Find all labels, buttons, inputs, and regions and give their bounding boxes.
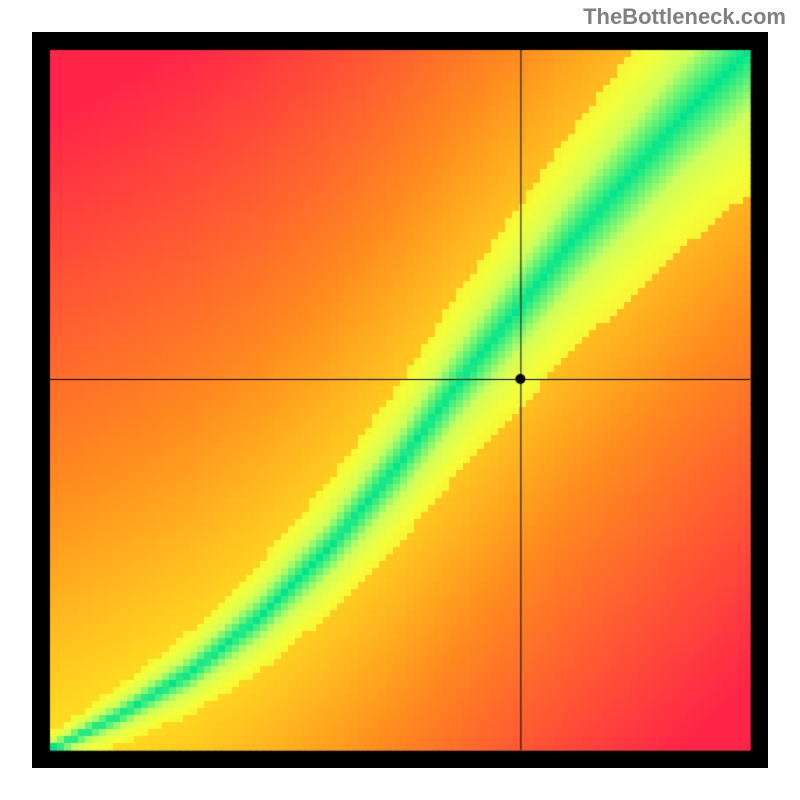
watermark-label: TheBottleneck.com	[583, 4, 786, 30]
chart-container: TheBottleneck.com	[0, 0, 800, 800]
bottleneck-heatmap	[32, 32, 768, 768]
